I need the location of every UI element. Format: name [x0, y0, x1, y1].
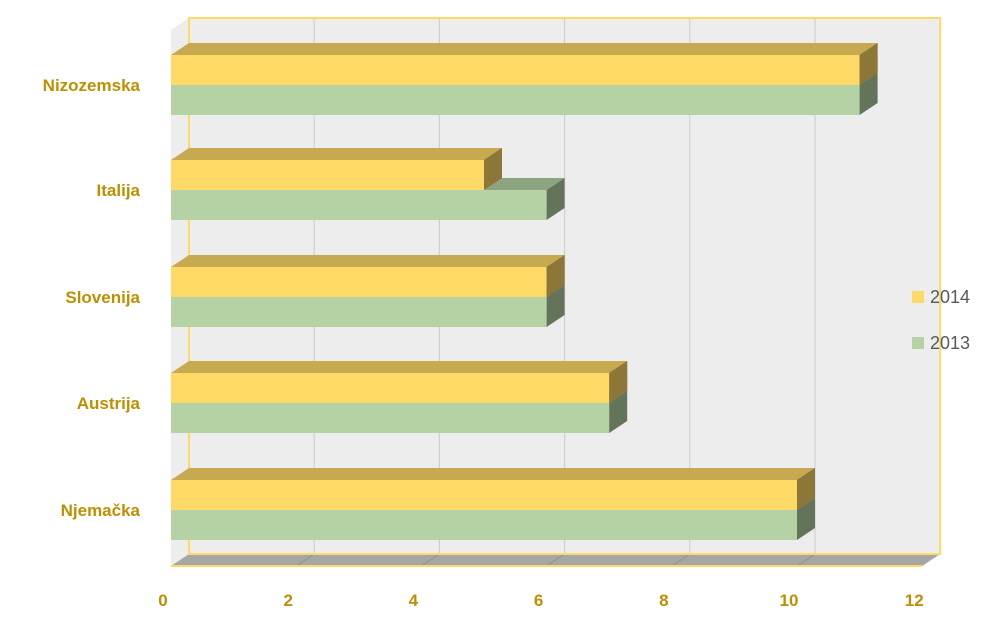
x-tick-label: 12 [905, 591, 924, 610]
bar-2013-Austrija [171, 403, 610, 433]
bar-side-front-2014-Njemačka [797, 468, 815, 510]
bar-2013-Slovenija [171, 297, 547, 327]
bar-side-2013-Nizozemska [859, 73, 878, 115]
floor-gridline [546, 553, 565, 567]
bar-side-2013-Njemačka [797, 498, 815, 540]
category-label: Austrija [77, 394, 141, 413]
bar-top-2014-Slovenija [171, 255, 565, 267]
x-tick-label: 0 [158, 591, 167, 610]
bar-2013-Njemačka [171, 510, 797, 540]
x-tick-label: 10 [780, 591, 799, 610]
bar-side-2013-Slovenija [546, 285, 565, 327]
bar-front-2014-Nizozemska [171, 55, 860, 85]
category-label: Slovenija [65, 288, 140, 307]
x-tick-label: 4 [409, 591, 419, 610]
bar-side-2013-Austrija [609, 391, 628, 433]
category-label: Njemačka [61, 501, 141, 520]
bar-side-front-2014-Austrija [609, 361, 628, 403]
legend-label-2014: 2014 [930, 287, 970, 307]
bar-side-front-2014-Italija [484, 148, 502, 190]
bar-top-2014-Njemačka [171, 468, 815, 480]
x-tick-label: 6 [534, 591, 543, 610]
floor-gridline [671, 553, 691, 567]
bar-front-2014-Slovenija [171, 267, 547, 297]
bar-2013-Nizozemska [171, 85, 860, 115]
x-tick-label: 8 [659, 591, 668, 610]
floor-gridline [295, 553, 315, 567]
bar-2013-Italija [171, 190, 547, 220]
category-label: Nizozemska [43, 76, 141, 95]
bar-front-2014-Njemačka [171, 480, 797, 510]
floor-gridline [421, 553, 440, 567]
bar-side-2013-Italija [546, 178, 565, 220]
bar-top-2014-Nizozemska [171, 43, 878, 55]
x-tick-label: 2 [283, 591, 292, 610]
bar-front-2014-Italija [171, 160, 484, 190]
legend-label-2013: 2013 [930, 333, 970, 353]
bar-front-2014-Austrija [171, 373, 610, 403]
bar-top-2014-Austrija [171, 361, 628, 373]
category-label: Italija [97, 181, 141, 200]
bar-top-2014-Italija [171, 148, 502, 160]
floor-gridline [796, 553, 816, 567]
bar-side-front-2014-Nizozemska [859, 43, 878, 85]
legend-swatch-2013 [912, 337, 924, 349]
bar-side-front-2014-Slovenija [546, 255, 565, 297]
legend-swatch-2014 [912, 291, 924, 303]
